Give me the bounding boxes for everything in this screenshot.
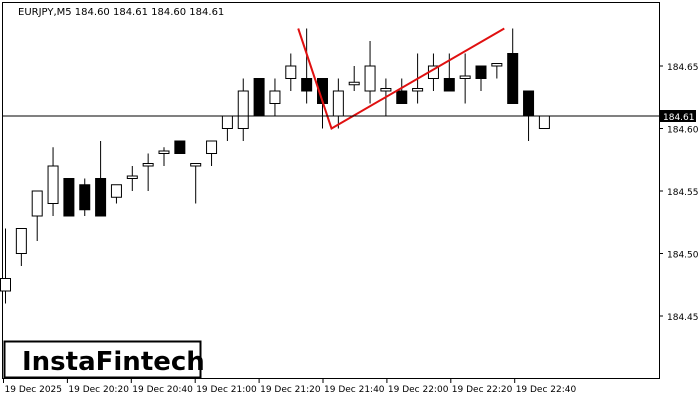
candle [285, 53, 297, 91]
y-tick-label: 184.65 [667, 63, 699, 73]
candle [110, 184, 122, 204]
candle [206, 140, 218, 166]
candle-body-bull [0, 278, 11, 292]
candle [538, 115, 550, 129]
logo-text: InstaFintech [22, 347, 205, 377]
candle [190, 163, 202, 204]
candle [174, 140, 186, 154]
candle-body-bear [507, 53, 519, 104]
current-price: 184.61 [3, 110, 696, 123]
pattern-overlay [297, 27, 505, 130]
y-tick-label: 184.60 [667, 126, 699, 136]
candle [507, 28, 519, 104]
x-tick-label: 19 Dec 2025 [5, 385, 63, 395]
candle-body-bull [237, 90, 249, 129]
candle-body-bull [47, 165, 59, 204]
candle [253, 78, 265, 117]
candle [237, 78, 249, 141]
candle-body-bear [523, 90, 535, 117]
current-price-label: 184.61 [663, 113, 695, 123]
candle-body-bull [158, 150, 170, 154]
logo-box: InstaFintech [3, 340, 205, 379]
candle [126, 166, 138, 191]
x-tick-label: 19 Dec 22:20 [452, 385, 513, 395]
candle [158, 147, 170, 166]
candle [459, 53, 471, 104]
candle-body-bull [190, 163, 202, 167]
candle-body-bull [332, 90, 344, 117]
candle [142, 153, 154, 191]
candle [47, 147, 59, 216]
x-tick-label: 19 Dec 21:00 [196, 385, 257, 395]
candles [0, 28, 550, 304]
candle-body-bull [126, 175, 138, 179]
candle [63, 178, 75, 217]
y-tick-label: 184.45 [667, 313, 699, 323]
candle-body-bull [142, 163, 154, 167]
y-tick-label: 184.55 [667, 188, 699, 198]
candle-body-bull [538, 115, 550, 129]
candle-body-bear [253, 78, 265, 117]
candle [348, 66, 360, 91]
x-tick-label: 19 Dec 22:40 [516, 385, 577, 395]
candle-body-bull [269, 90, 281, 104]
candle-body-bull [364, 65, 376, 92]
double-top-pattern-line [297, 27, 505, 130]
candle [95, 141, 107, 217]
logo-frame [3, 340, 202, 379]
candle-body-bear [79, 184, 91, 211]
candle-body-bull [206, 140, 218, 154]
candle-body-bull [380, 88, 392, 92]
candle [396, 78, 408, 104]
candle-body-bear [95, 178, 107, 217]
candle [15, 228, 27, 266]
candle [79, 178, 91, 216]
candle-body-bear [63, 178, 75, 217]
candle-body-bull [459, 75, 471, 79]
candle-body-bear [475, 65, 487, 79]
symbol-info: EURJPY,M5 184.60 184.61 184.60 184.61 [18, 7, 224, 18]
candle-body-bull [31, 190, 43, 217]
candle-body-bull [412, 88, 424, 92]
candle-body-bear [174, 140, 186, 154]
x-tick-label: 19 Dec 21:20 [260, 385, 321, 395]
candle-body-bull [110, 184, 122, 198]
candle-body-bear [301, 78, 313, 92]
candle-body-bear [396, 90, 408, 104]
candle-body-bull [15, 228, 27, 254]
candle-body-bull [348, 81, 360, 86]
candle-body-bull [221, 115, 233, 129]
candle [364, 41, 376, 104]
candle [0, 228, 11, 304]
candle-body-bear [443, 78, 455, 92]
x-tick-label: 19 Dec 20:20 [68, 385, 129, 395]
candle [31, 190, 43, 241]
candle-body-bull [491, 63, 503, 67]
candle [475, 65, 487, 91]
x-tick-label: 19 Dec 20:40 [132, 385, 193, 395]
y-axis: 184.65 184.60 184.55 184.50 184.45 [659, 63, 699, 323]
candle [301, 28, 313, 104]
candle [491, 63, 503, 79]
candle [269, 78, 281, 116]
x-tick-label: 19 Dec 22:00 [388, 385, 449, 395]
x-tick-label: 19 Dec 21:40 [324, 385, 385, 395]
candle-body-bull [285, 65, 297, 79]
x-axis: 19 Dec 2025 19 Dec 20:20 19 Dec 20:40 19 De… [3, 378, 577, 395]
y-tick-label: 184.50 [667, 251, 699, 261]
current-price-tag [660, 110, 696, 122]
